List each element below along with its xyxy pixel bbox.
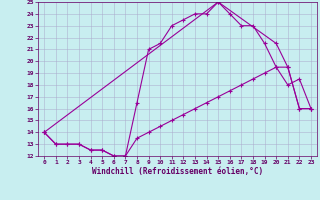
X-axis label: Windchill (Refroidissement éolien,°C): Windchill (Refroidissement éolien,°C) — [92, 167, 263, 176]
